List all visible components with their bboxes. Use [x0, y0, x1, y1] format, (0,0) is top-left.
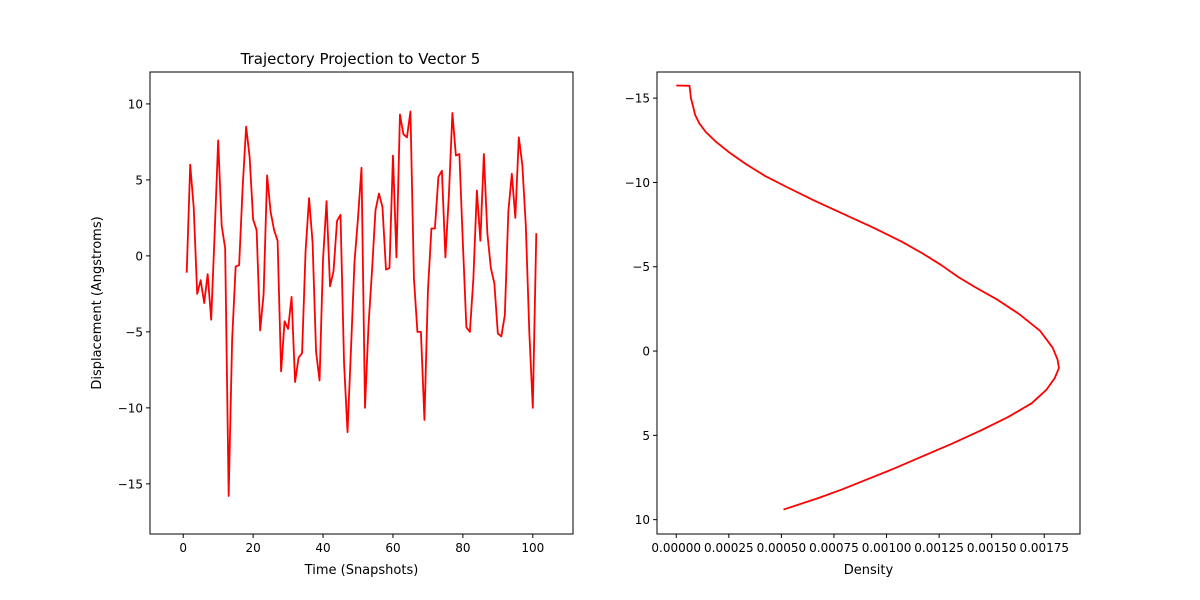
x-tick-label: 100 [521, 541, 544, 555]
y-tick-label: 10 [128, 97, 143, 111]
tick-marks [653, 97, 1045, 538]
x-tick-label: 0.00125 [914, 541, 964, 555]
tick-labels: 0 20 40 60 80 100 −15 −10 −5 0 5 10 [118, 97, 545, 555]
series-line [185, 110, 538, 497]
axes-frame [149, 71, 574, 535]
y-tick-label: −5 [125, 325, 143, 339]
series-lines [676, 84, 1060, 511]
y-tick-label: 5 [642, 429, 650, 443]
x-axis-label: Density [844, 563, 894, 578]
axes-frame [656, 71, 1081, 535]
y-tick-label: −10 [118, 401, 143, 415]
chart-density: 0.00000 0.00025 0.00050 0.00075 0.00100 0.001… [625, 71, 1081, 578]
chart-trajectory-projection: Trajectory Projection to Vector 5 0 20 40 6… [90, 50, 574, 578]
x-tick-label: 80 [455, 541, 470, 555]
chart-title: Trajectory Projection to Vector 5 [240, 50, 481, 68]
series-line [676, 84, 1060, 511]
y-tick-label: −15 [118, 477, 143, 491]
y-tick-label: 0 [135, 249, 143, 263]
y-tick-label: 0 [642, 345, 650, 359]
x-axis-label: Time (Snapshots) [304, 563, 419, 578]
x-tick-label: 0.00000 [651, 541, 701, 555]
y-axis-label: Displacement (Angstroms) [90, 216, 105, 389]
tick-marks [146, 103, 534, 538]
x-tick-label: 60 [385, 541, 400, 555]
x-tick-label: 0 [179, 541, 187, 555]
tick-labels: 0.00000 0.00025 0.00050 0.00075 0.00100 0.001… [625, 92, 1069, 555]
y-tick-label: −10 [625, 176, 650, 190]
series-lines [185, 110, 538, 497]
y-tick-label: 10 [635, 513, 650, 527]
x-tick-label: 0.00050 [757, 541, 807, 555]
y-tick-label: −5 [632, 260, 650, 274]
x-tick-label: 20 [245, 541, 260, 555]
x-tick-label: 0.00175 [1019, 541, 1069, 555]
x-tick-label: 0.00075 [809, 541, 859, 555]
x-tick-label: 0.00025 [704, 541, 754, 555]
y-tick-label: 5 [135, 173, 143, 187]
y-tick-label: −15 [625, 92, 650, 106]
x-tick-label: 0.00150 [967, 541, 1017, 555]
x-tick-label: 40 [315, 541, 330, 555]
x-tick-label: 0.00100 [862, 541, 912, 555]
